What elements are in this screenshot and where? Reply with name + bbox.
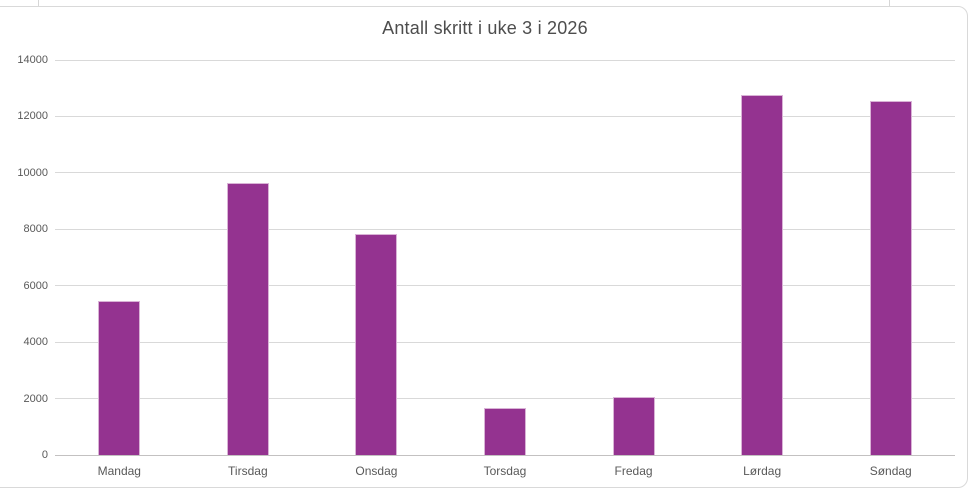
spreadsheet-gridline-left [38, 0, 39, 7]
gridline [55, 341, 955, 343]
y-tick-label: 4000 [23, 336, 48, 349]
x-tick-label: Tirsdag [228, 464, 268, 478]
spreadsheet-gridline-right [889, 0, 890, 7]
bar-torsdag[interactable] [484, 408, 526, 455]
x-tick-label: Søndag [869, 464, 912, 478]
x-tick-label: Torsdag [483, 464, 527, 478]
gridline [55, 115, 955, 117]
y-tick-label: 12000 [17, 110, 48, 123]
gridline [55, 172, 955, 174]
chart-object-frame[interactable] [0, 6, 968, 488]
y-tick-label: 10000 [17, 166, 48, 179]
x-tick-label: Onsdag [355, 464, 398, 478]
chart-title: Antall skritt i uke 3 i 2026 [382, 18, 588, 38]
y-tick-label: 8000 [23, 223, 48, 236]
y-tick-label: 6000 [23, 279, 48, 292]
gridline [55, 228, 955, 230]
y-tick-label: 14000 [17, 54, 48, 66]
bar-søndag[interactable] [869, 100, 912, 455]
y-tick-label: 0 [41, 449, 48, 461]
bar-mandag[interactable] [98, 301, 141, 455]
bar-lørdag[interactable] [741, 95, 784, 455]
bar-onsdag[interactable] [355, 233, 398, 455]
x-axis-line [55, 455, 955, 456]
gridline [55, 285, 955, 287]
bar-tirsdag[interactable] [226, 182, 269, 455]
plot-area [55, 59, 955, 456]
gridline [55, 59, 955, 61]
gridline [55, 398, 955, 400]
y-tick-label: 2000 [23, 392, 48, 405]
bar-fredag[interactable] [612, 397, 655, 455]
x-tick-label: Fredag [614, 464, 653, 478]
x-tick-label: Lørdag [743, 464, 782, 478]
x-tick-label: Mandag [97, 464, 141, 478]
